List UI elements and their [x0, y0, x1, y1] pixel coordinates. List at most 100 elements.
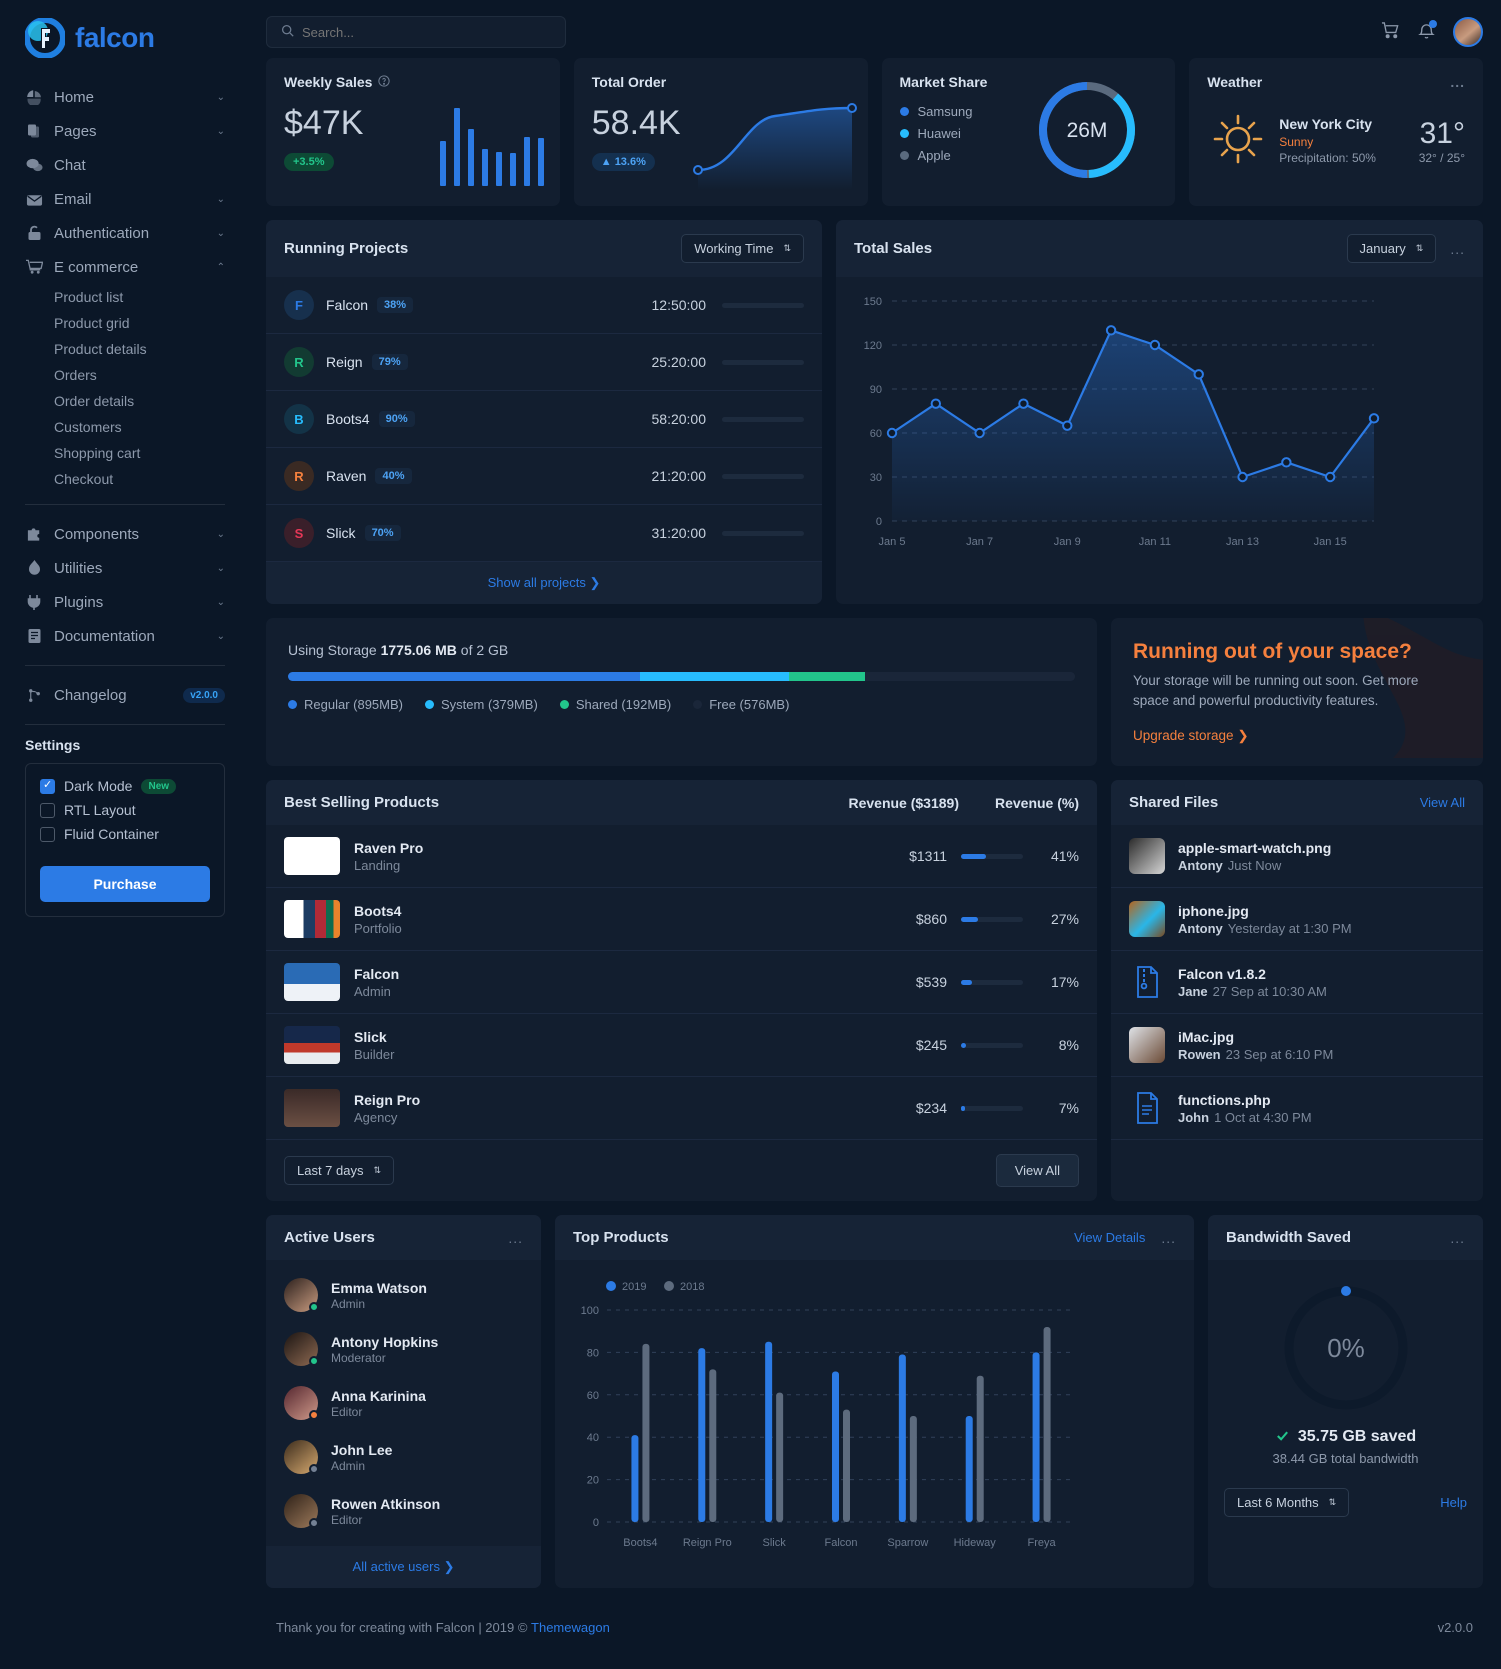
progress-track — [722, 302, 804, 308]
all-active-users-link[interactable]: All active users ❯ — [352, 1559, 455, 1575]
setting-dark mode[interactable]: Dark Mode New — [40, 778, 210, 794]
table-row[interactable]: F Falcon 38% 12:50:00 — [266, 277, 822, 334]
product-percent: 27% — [1050, 911, 1079, 928]
chevron-down-icon[interactable]: ⌄ — [216, 227, 225, 239]
avatar — [284, 1440, 319, 1475]
table-row[interactable]: R Reign 79% 25:20:00 — [266, 334, 822, 391]
sidebar-subitem-product details[interactable]: Product details — [54, 341, 147, 357]
shopping-cart-icon[interactable] — [1381, 21, 1400, 43]
chevron-down-icon[interactable]: ⌄ — [216, 630, 225, 642]
sidebar-item-authentication[interactable]: Authentication ⌄ — [25, 216, 225, 250]
chevron-down-icon[interactable]: ⌄ — [216, 562, 225, 574]
setting-label: RTL Layout — [64, 802, 136, 818]
sidebar-subitem-checkout[interactable]: Checkout — [54, 471, 114, 487]
sidebar-subitem-orders[interactable]: Orders — [54, 367, 97, 383]
avatar[interactable] — [1453, 17, 1483, 47]
upgrade-storage-link[interactable]: Upgrade storage ❯ — [1133, 728, 1249, 744]
bandwidth-gauge: 0% — [1208, 1260, 1483, 1428]
sidebar-item-utilities[interactable]: Utilities ⌄ — [25, 551, 225, 585]
sidebar-subitem-shopping cart[interactable]: Shopping cart — [54, 445, 141, 461]
svg-text:26M: 26M — [1067, 119, 1108, 142]
product-revenue: $234 — [915, 1100, 947, 1117]
help-link[interactable]: Help — [1440, 1495, 1467, 1511]
card-footer: Show all projects ❯ — [266, 562, 822, 604]
checkbox[interactable] — [40, 778, 55, 794]
sidebar-item-e commerce[interactable]: E commerce ⌃ — [25, 250, 225, 284]
sidebar-item-email[interactable]: Email ⌄ — [25, 182, 225, 216]
view-all-link[interactable]: View All — [1419, 795, 1465, 811]
svg-text:Sparrow: Sparrow — [887, 1537, 928, 1549]
checkbox[interactable] — [40, 826, 55, 842]
sidebar-item-chat[interactable]: Chat — [25, 148, 225, 182]
search-box[interactable] — [266, 16, 566, 48]
sidebar-item-label: Components — [54, 525, 140, 543]
month-select[interactable]: January ⇅ — [1346, 234, 1437, 263]
sidebar-item-plugins[interactable]: Plugins ⌄ — [25, 585, 225, 619]
list-item[interactable]: iphone.jpg Antony Yesterday at 1:30 PM — [1111, 888, 1483, 952]
storage-segment — [288, 672, 641, 681]
table-row[interactable]: R Raven 40% 21:20:00 — [266, 448, 822, 505]
chevron-down-icon[interactable]: ⌄ — [216, 91, 225, 103]
product-revenue: $245 — [915, 1037, 947, 1054]
sidebar-item-home[interactable]: Home ⌄ — [25, 80, 225, 114]
list-item[interactable]: John Lee Admin — [266, 1430, 541, 1484]
file-meta: Rowen 23 Sep at 6:10 PM — [1178, 1046, 1334, 1062]
bell-icon[interactable] — [1418, 19, 1437, 43]
divider — [25, 504, 225, 505]
table-row[interactable]: Falcon Admin $539 17% — [266, 951, 1097, 1015]
list-item[interactable]: Falcon v1.8.2 Jane 27 Sep at 10:30 AM — [1111, 951, 1483, 1015]
setting-rtl layout[interactable]: RTL Layout — [40, 802, 210, 818]
sidebar-item-documentation[interactable]: Documentation ⌄ — [25, 619, 225, 653]
view-all-button[interactable]: View All — [995, 1154, 1079, 1188]
chevron-up-icon[interactable]: ⌃ — [216, 261, 225, 273]
card-title: Shared Files — [1129, 794, 1219, 812]
sidebar-subitem-product list[interactable]: Product list — [54, 289, 124, 305]
period-select[interactable]: Last 6 Months ⇅ — [1224, 1488, 1350, 1518]
sidebar-item-components[interactable]: Components ⌄ — [25, 517, 225, 551]
list-item[interactable]: Rowen Atkinson Editor — [266, 1484, 541, 1538]
more-options-icon[interactable]: ... — [1450, 1229, 1465, 1246]
sidebar-item-changelog[interactable]: Changelog v2.0.0 — [25, 678, 225, 712]
weekly-sales-change: +3.5% — [284, 153, 334, 171]
setting-fluid container[interactable]: Fluid Container — [40, 826, 210, 842]
show-all-projects-link[interactable]: Show all projects ❯ — [487, 575, 601, 590]
chevron-down-icon[interactable]: ⌄ — [216, 125, 225, 137]
list-item[interactable]: Antony Hopkins Moderator — [266, 1322, 541, 1376]
chevron-down-icon[interactable]: ⌄ — [216, 528, 225, 540]
divider — [25, 724, 225, 725]
more-options-icon[interactable]: ... — [1450, 74, 1465, 90]
table-row[interactable]: Raven Pro Landing $1311 41% — [266, 825, 1097, 889]
list-item[interactable]: functions.php John 1 Oct at 4:30 PM — [1111, 1077, 1483, 1141]
list-item[interactable]: iMac.jpg Rowen 23 Sep at 6:10 PM — [1111, 1014, 1483, 1078]
list-item[interactable]: Emma Watson Admin — [266, 1268, 541, 1322]
purchase-button[interactable]: Purchase — [40, 866, 210, 902]
view-details-link[interactable]: View Details — [1074, 1230, 1146, 1246]
themewagon-link[interactable]: Themewagon — [531, 1620, 610, 1636]
table-row[interactable]: S Slick 70% 31:20:00 — [266, 505, 822, 562]
table-row[interactable]: Slick Builder $245 8% — [266, 1014, 1097, 1078]
sidebar-subitem-product grid[interactable]: Product grid — [54, 315, 130, 331]
sidebar-subitem-order details[interactable]: Order details — [54, 393, 135, 409]
brand-logo-area[interactable]: falcon — [24, 0, 225, 80]
list-item[interactable]: Anna Karinina Editor — [266, 1376, 541, 1430]
total-order-value: 58.4K — [591, 104, 681, 142]
table-row[interactable]: Boots4 Portfolio $860 27% — [266, 888, 1097, 952]
sidebar-item-pages[interactable]: Pages ⌄ — [25, 114, 225, 148]
more-options-icon[interactable]: ... — [1450, 240, 1465, 257]
search-input[interactable] — [302, 24, 551, 40]
product-category: Agency — [354, 1109, 398, 1125]
checkbox[interactable] — [40, 802, 55, 818]
question-circle-icon[interactable] — [378, 74, 391, 90]
table-row[interactable]: B Boots4 90% 58:20:00 — [266, 391, 822, 448]
sidebar-subitem-customers[interactable]: Customers — [54, 419, 122, 435]
table-row[interactable]: Reign Pro Agency $234 7% — [266, 1077, 1097, 1141]
date-range-select[interactable]: Last 7 days ⇅ — [284, 1156, 395, 1186]
more-options-icon[interactable]: ... — [508, 1229, 523, 1246]
chevron-down-icon[interactable]: ⌄ — [216, 596, 225, 608]
more-options-icon[interactable]: ... — [1161, 1229, 1176, 1246]
working-time-select[interactable]: Working Time ⇅ — [681, 234, 804, 263]
chevron-down-icon[interactable]: ⌄ — [216, 193, 225, 205]
user-name: John Lee — [331, 1441, 393, 1458]
weather-condition: Sunny — [1279, 135, 1314, 149]
list-item[interactable]: apple-smart-watch.png Antony Just Now — [1111, 825, 1483, 889]
